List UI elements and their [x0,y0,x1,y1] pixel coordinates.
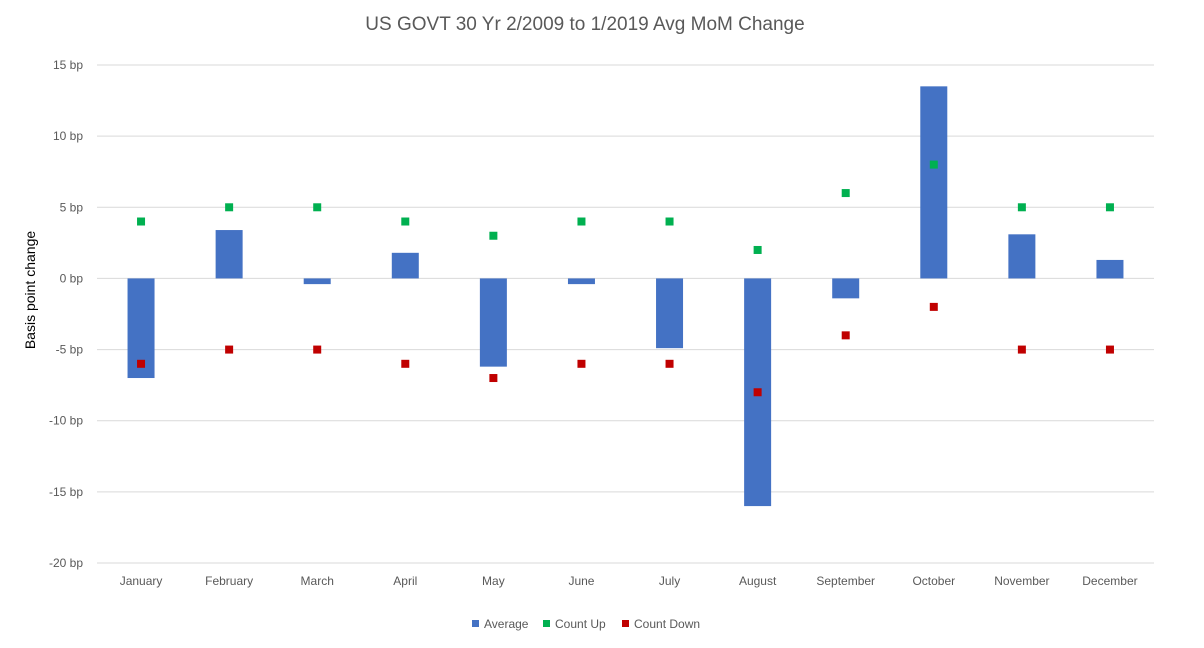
bar-average [832,278,860,299]
count-markers [137,160,1114,397]
y-tick-labels: 15 bp 10 bp 5 bp 0 bp -5 bp -10 bp -15 bp -20 b… [49,58,83,570]
bar-average [1008,234,1036,279]
legend-swatch [622,620,629,627]
y-tick-label: 10 bp [53,129,83,143]
bar-average [391,252,419,279]
marker-count-down [753,388,762,397]
marker-count-down [401,359,410,368]
marker-count-up [665,217,674,226]
marker-count-down [841,331,850,340]
x-tick-label: May [482,574,505,588]
marker-count-down [577,359,586,368]
chart-title: US GOVT 30 Yr 2/2009 to 1/2019 Avg MoM C… [365,14,804,35]
marker-count-up [577,217,586,226]
marker-count-down [225,345,234,354]
legend: Average Count Up Count Down [472,617,700,631]
bar-average [656,278,684,349]
marker-count-down [1105,345,1114,354]
legend-swatch [472,620,479,627]
bar-average [215,230,243,279]
y-tick-label: 5 bp [60,200,84,214]
x-tick-label: July [659,574,680,588]
bar-average [920,86,948,279]
y-tick-label: -15 bp [49,485,83,499]
marker-count-up [753,245,762,254]
x-tick-label: February [205,574,253,588]
marker-count-down [1017,345,1026,354]
y-tick-label: -20 bp [49,556,83,570]
gridlines [97,64,1154,564]
y-tick-label: -5 bp [56,343,84,357]
marker-count-up [137,217,146,226]
x-tick-labels: January February March April May June July Augu… [120,574,1138,588]
x-tick-label: March [301,574,334,588]
x-tick-label: September [816,574,875,588]
marker-count-up [1105,203,1114,212]
marker-count-up [489,231,498,240]
legend-label: Count Down [634,617,700,631]
marker-count-up [841,189,850,198]
marker-count-up [401,217,410,226]
y-tick-label: 15 bp [53,58,83,72]
bar-average [1096,259,1124,279]
x-tick-label: April [393,574,417,588]
marker-count-up [225,203,234,212]
marker-count-down [313,345,322,354]
x-tick-label: August [739,574,777,588]
y-axis-label: Basis point change [22,231,38,350]
bar-average [303,278,331,285]
x-tick-label: November [994,574,1049,588]
x-tick-label: June [568,574,594,588]
marker-count-up [313,203,322,212]
average-bars [127,86,1124,507]
marker-count-down [665,359,674,368]
marker-count-down [929,302,938,311]
x-tick-label: October [912,574,955,588]
x-tick-label: January [120,574,163,588]
bar-average [567,278,595,285]
bar-average [479,278,507,367]
legend-label: Count Up [555,617,606,631]
y-tick-label: 0 bp [60,271,84,285]
legend-swatch [543,620,550,627]
y-tick-label: -10 bp [49,414,83,428]
marker-count-down [489,374,498,383]
marker-count-down [137,359,146,368]
x-tick-label: December [1082,574,1137,588]
marker-count-up [1017,203,1026,212]
marker-count-up [929,160,938,169]
legend-label: Average [484,617,529,631]
